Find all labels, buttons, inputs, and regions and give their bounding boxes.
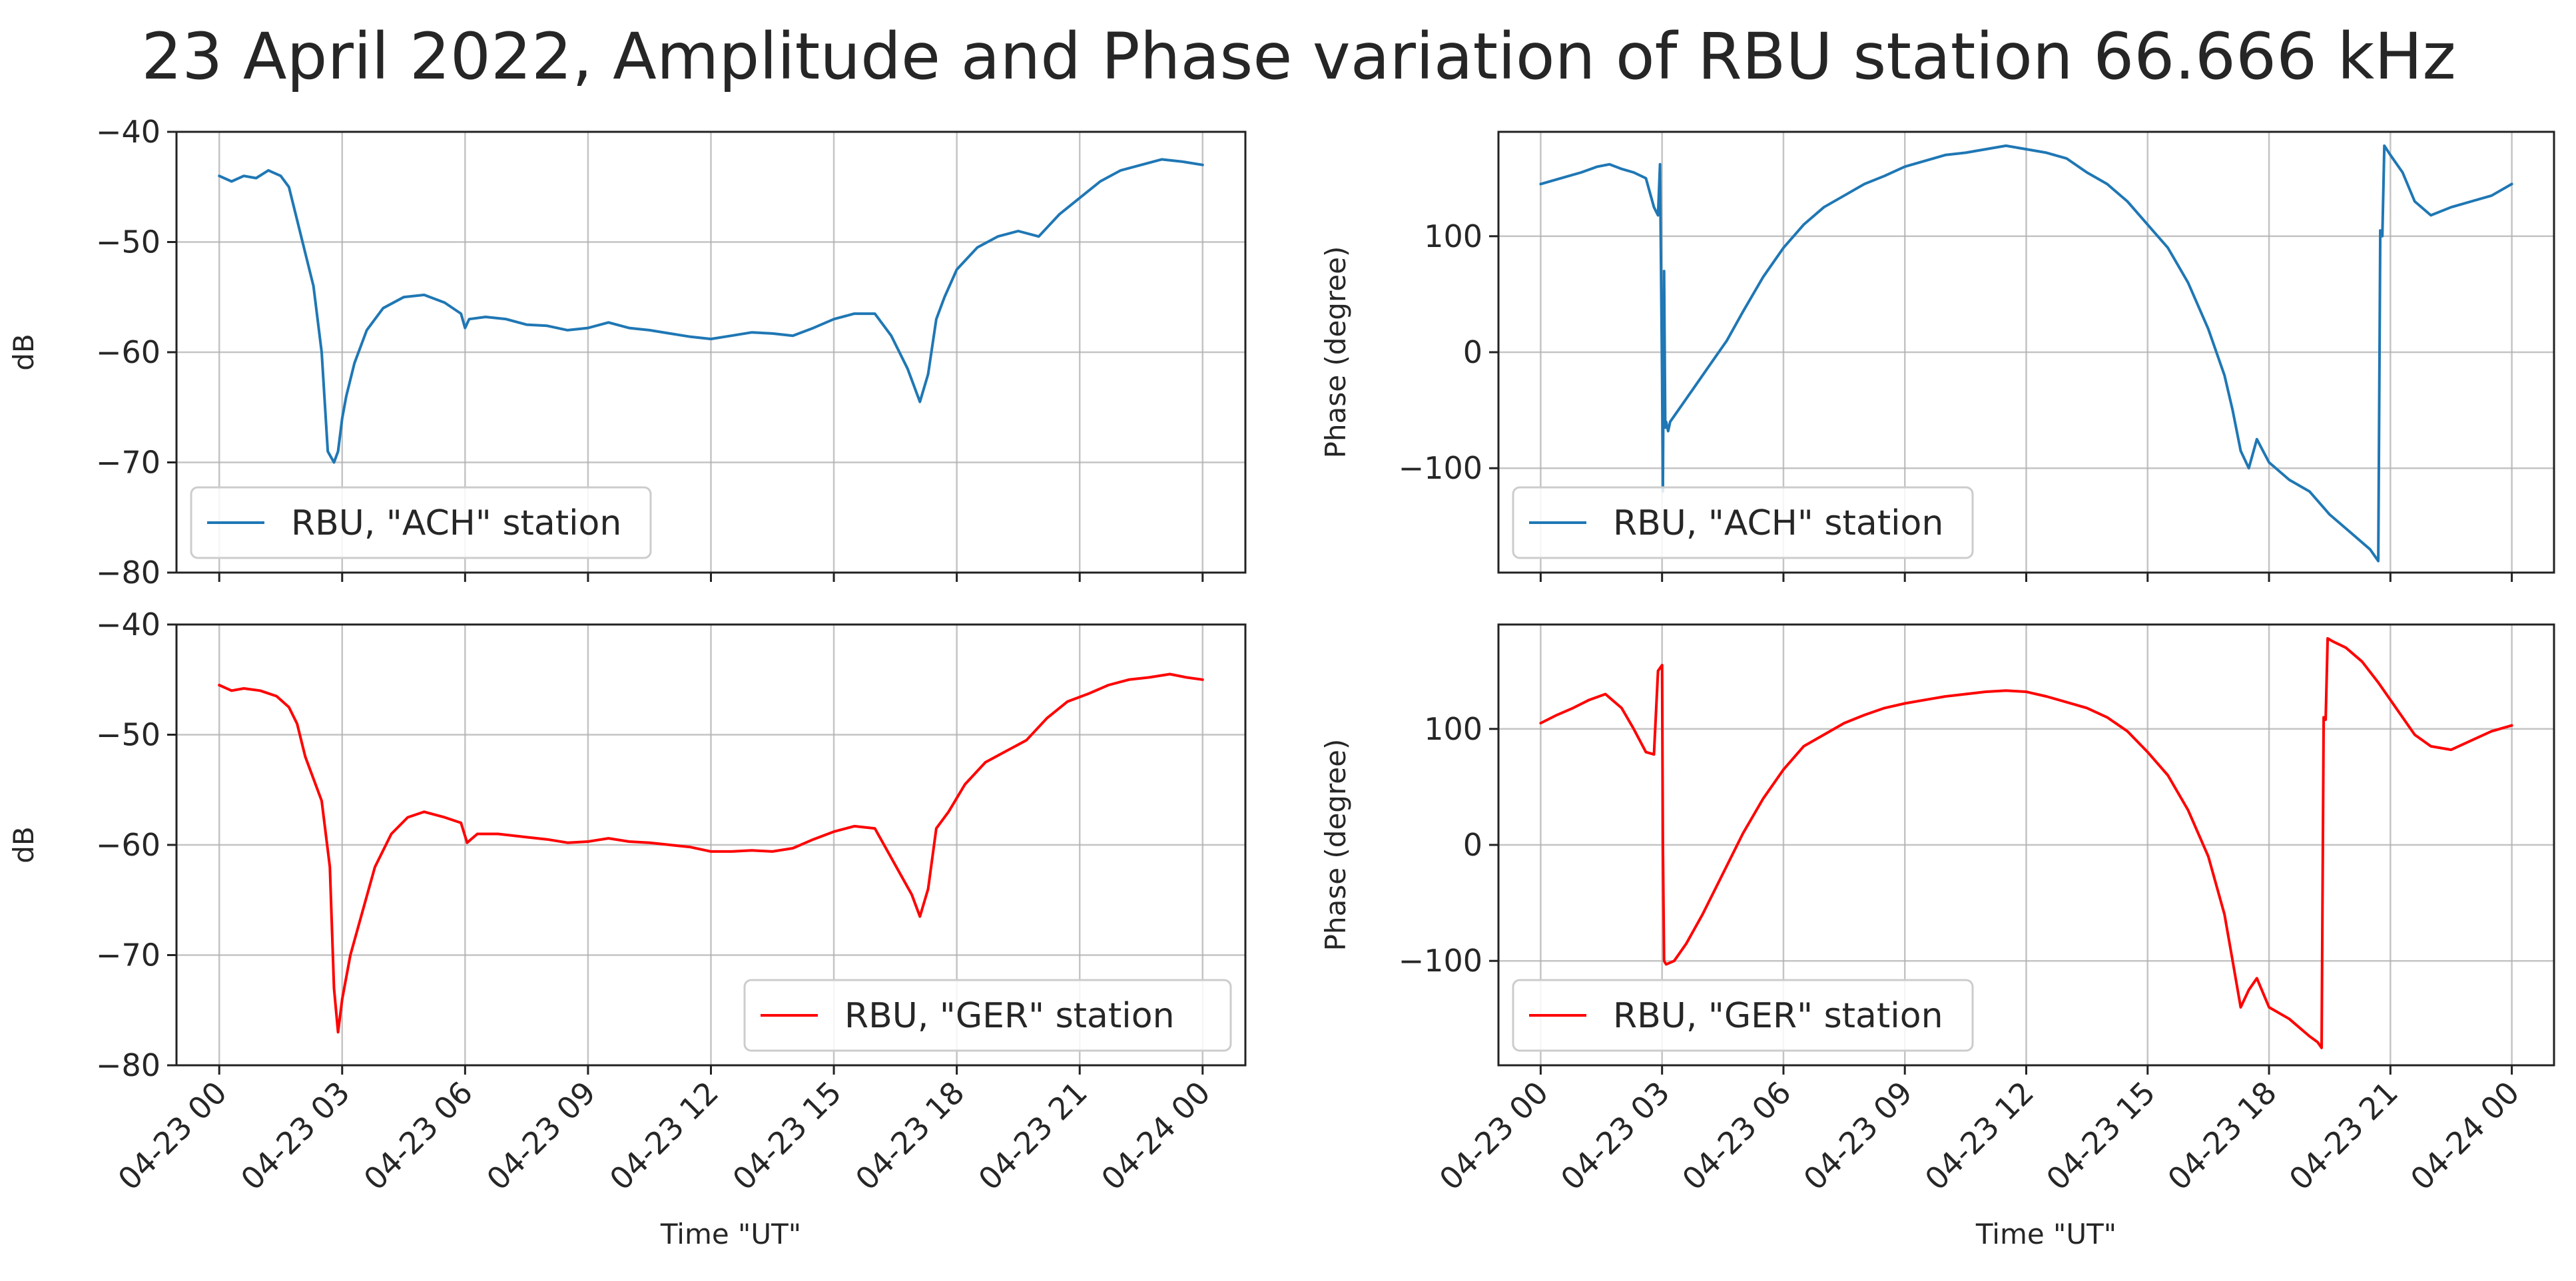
x-tick-label: 04-23 18 [2160,1075,2283,1197]
figure-title: 23 April 2022, Amplitude and Phase varia… [141,19,2456,94]
y-tick-label: −50 [96,224,161,260]
y-tick-label: −40 [96,114,161,150]
legend: RBU, "GER" station [743,979,1232,1052]
amplitude-ach-panel: −40 −50 −60 −70 −80 dB RBU, "ACH" station [7,114,1247,591]
x-tick-label: 04-23 03 [1554,1075,1676,1197]
y-tick-label: −40 [96,607,161,642]
y-tick-label: 100 [1424,218,1482,254]
y-tick-label: −100 [1399,450,1482,486]
legend-box [190,486,652,559]
x-tick-label: 04-23 15 [725,1075,848,1197]
legend-box [743,979,1232,1052]
x-tick-label: 04-23 12 [1918,1075,2041,1197]
legend-box [1512,979,1974,1052]
y-tick-label: −80 [96,1047,161,1083]
x-tick-label: 04-24 00 [1094,1075,1217,1197]
y-tick-label: −60 [96,334,161,370]
legend-label: RBU, "GER" station [844,996,1175,1036]
y-tick-label: −70 [96,937,161,973]
y-tick-label: 0 [1463,827,1482,863]
y-axis-label: dB [7,826,40,863]
y-tick-label: −100 [1399,943,1482,979]
x-tick-label: 04-23 09 [1797,1075,1919,1197]
y-tick-label: 0 [1463,334,1482,370]
legend-box [1512,486,1974,559]
plot-frame [1497,623,2555,1067]
x-tick-label: 04-23 18 [848,1075,971,1197]
legend-label: RBU, "ACH" station [1613,503,1943,543]
y-tick-label: −80 [96,555,161,591]
x-tick-label: 04-23 21 [2282,1075,2405,1197]
x-tick-label: 04-23 06 [1675,1075,1797,1197]
y-axis-label: dB [7,334,40,370]
legend-label: RBU, "GER" station [1613,996,1943,1036]
legend: RBU, "ACH" station [190,486,652,559]
plot-frame [1497,130,2555,574]
legend: RBU, "GER" station [1512,979,1974,1052]
legend: RBU, "ACH" station [1512,486,1974,559]
x-tick-label: 04-23 00 [1433,1075,1555,1197]
plot-frame [175,130,1247,574]
x-tick-label: 04-23 03 [234,1075,356,1197]
phase-ach-panel: 100 0 −100 Phase (degree) RBU, "ACH" station [1319,130,2555,582]
x-tick-label: 04-24 00 [2404,1075,2526,1197]
x-tick-label: 04-23 21 [972,1075,1094,1197]
series-line-ach [218,158,1204,464]
y-axis-label: Phase (degree) [1319,739,1352,951]
plot-frame [175,623,1247,1067]
series-line-ger [218,672,1204,1034]
x-tick-label: 04-23 09 [480,1075,602,1197]
x-axis-label: Time "UT" [1975,1218,2116,1250]
x-tick-label: 04-23 12 [603,1075,725,1197]
y-tick-label: −60 [96,827,161,863]
legend-label: RBU, "ACH" station [291,503,621,543]
x-tick-label: 04-23 00 [111,1075,234,1197]
series-line-ach [1539,144,2513,563]
y-tick-label: −50 [96,717,161,753]
series-line-ger [1539,637,2513,1049]
y-tick-label: 100 [1424,711,1482,747]
x-tick-label: 04-23 06 [357,1075,480,1197]
y-axis-label: Phase (degree) [1319,246,1352,459]
x-axis-label: Time "UT" [660,1218,801,1250]
x-tick-label: 04-23 15 [2039,1075,2162,1197]
y-tick-label: −70 [96,445,161,481]
